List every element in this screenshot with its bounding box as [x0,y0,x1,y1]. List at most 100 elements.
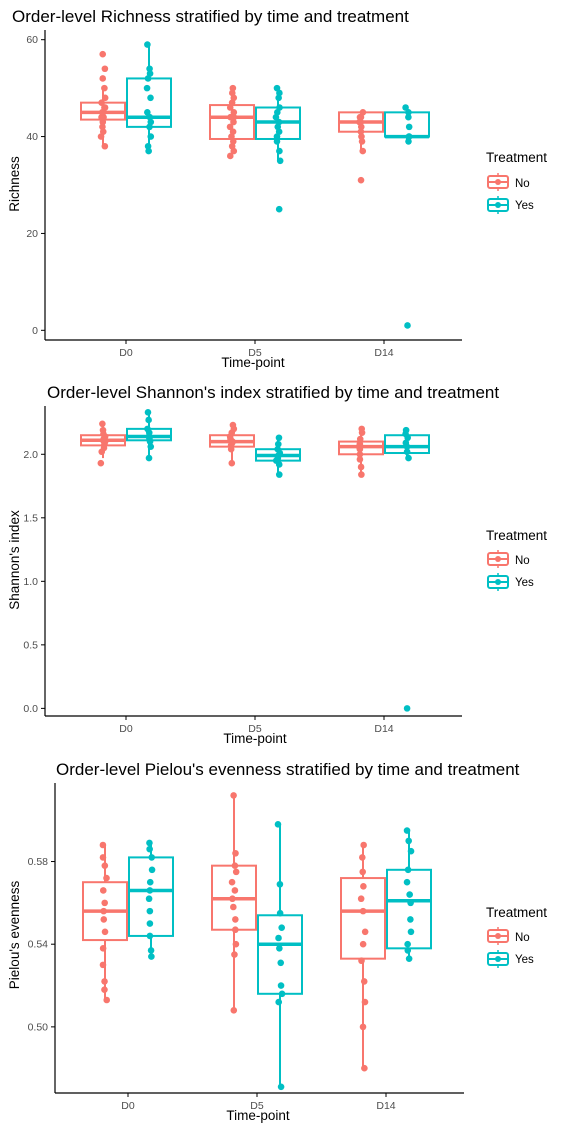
data-point [276,104,283,111]
data-point [404,947,412,954]
x-tick-label: D5 [248,723,262,735]
boxplot-yes-d5 [255,84,301,213]
data-point [358,957,365,965]
y-axis-label: Pielou's evenness [7,881,22,990]
data-point [145,454,153,462]
data-point [405,138,412,145]
data-point [273,84,281,92]
data-point [359,868,367,876]
y-axis-label: Shannon's index [7,510,22,610]
data-point [276,880,284,888]
x-tick-label: D0 [119,347,133,359]
data-point [357,895,365,903]
boxplot-yes-d0 [126,41,172,155]
data-point [100,916,108,923]
legend-key-point [495,179,501,185]
data-point [99,961,107,969]
box [257,914,303,995]
panel-shannon: Order-level Shannon's index stratified b… [7,383,547,746]
legend-key-point [495,556,501,562]
data-point [358,133,365,140]
y-tick-label: 1.0 [23,576,38,588]
data-point [101,94,109,102]
data-point [275,998,283,1006]
data-point [406,891,413,898]
data-point [274,445,281,453]
data-point [359,940,367,948]
data-point [143,84,151,92]
data-point [230,903,237,911]
legend-label-yes: Yes [515,200,534,212]
data-point [229,895,236,903]
data-point [356,440,364,448]
data-point [99,123,106,131]
data-point [361,928,369,936]
y-tick-label: 0.0 [23,703,38,715]
x-axis-label: Time-point [223,731,287,746]
data-point [148,953,155,960]
legend-label-yes: Yes [515,954,534,966]
x-tick-label: D0 [119,723,133,735]
data-point [226,152,234,160]
x-tick-label: D14 [376,1100,395,1112]
data-point [276,909,284,917]
data-point [402,439,410,447]
panel-pielou: Order-level Pielou's evenness stratified… [7,760,547,1123]
boxplot-no-d5 [209,84,255,160]
data-point [98,99,105,106]
data-point [99,945,107,952]
data-point [232,916,239,923]
data-point [226,123,234,131]
data-point [405,113,412,121]
data-point [230,109,238,116]
boxplot-yes-d14 [386,827,432,962]
legend-key-point [495,579,501,585]
data-point [361,998,369,1006]
boxplot-yes-d0 [128,839,174,960]
legend-key-point [495,202,501,208]
data-point [231,951,238,958]
data-point [103,996,111,1004]
data-point [407,916,414,923]
data-point [405,955,413,962]
data-point [404,322,411,329]
data-point [277,1083,285,1091]
data-point [407,847,415,855]
data-point [232,940,240,948]
data-point [99,50,107,58]
data-point [101,142,109,150]
data-point [358,471,365,478]
data-point [359,907,367,915]
data-point [146,65,153,73]
data-point [277,959,285,967]
data-point [274,440,282,448]
chart-title: Order-level Shannon's index stratified b… [47,383,499,402]
data-point [359,147,367,155]
data-point [407,899,414,907]
data-point [402,104,409,111]
data-point [404,940,411,948]
legend-key-yes [487,196,509,214]
data-point [101,899,108,907]
data-point [144,109,151,116]
y-tick-label: 0.54 [28,939,49,951]
data-point [99,854,107,861]
plot-area: 0 20 40 60 D0 D5 D14 [26,30,509,359]
y-tick-label: 2.0 [23,449,38,461]
boxplot-no-d14 [338,425,384,478]
y-tick-label: 0.58 [28,856,49,868]
data-point [359,1023,367,1031]
data-point [228,459,236,467]
x-axis-label: Time-point [221,355,285,370]
boxplot-yes-d14 [384,104,430,329]
data-point [99,75,107,82]
data-point [232,926,239,934]
data-point [405,133,413,140]
data-point [358,425,366,433]
x-tick-label: D14 [374,723,393,735]
plot-area: 0.0 0.5 1.0 1.5 2.0 D0 D5 D14 [23,406,509,735]
data-point [276,147,283,155]
data-point [146,932,154,940]
data-point [146,70,154,77]
